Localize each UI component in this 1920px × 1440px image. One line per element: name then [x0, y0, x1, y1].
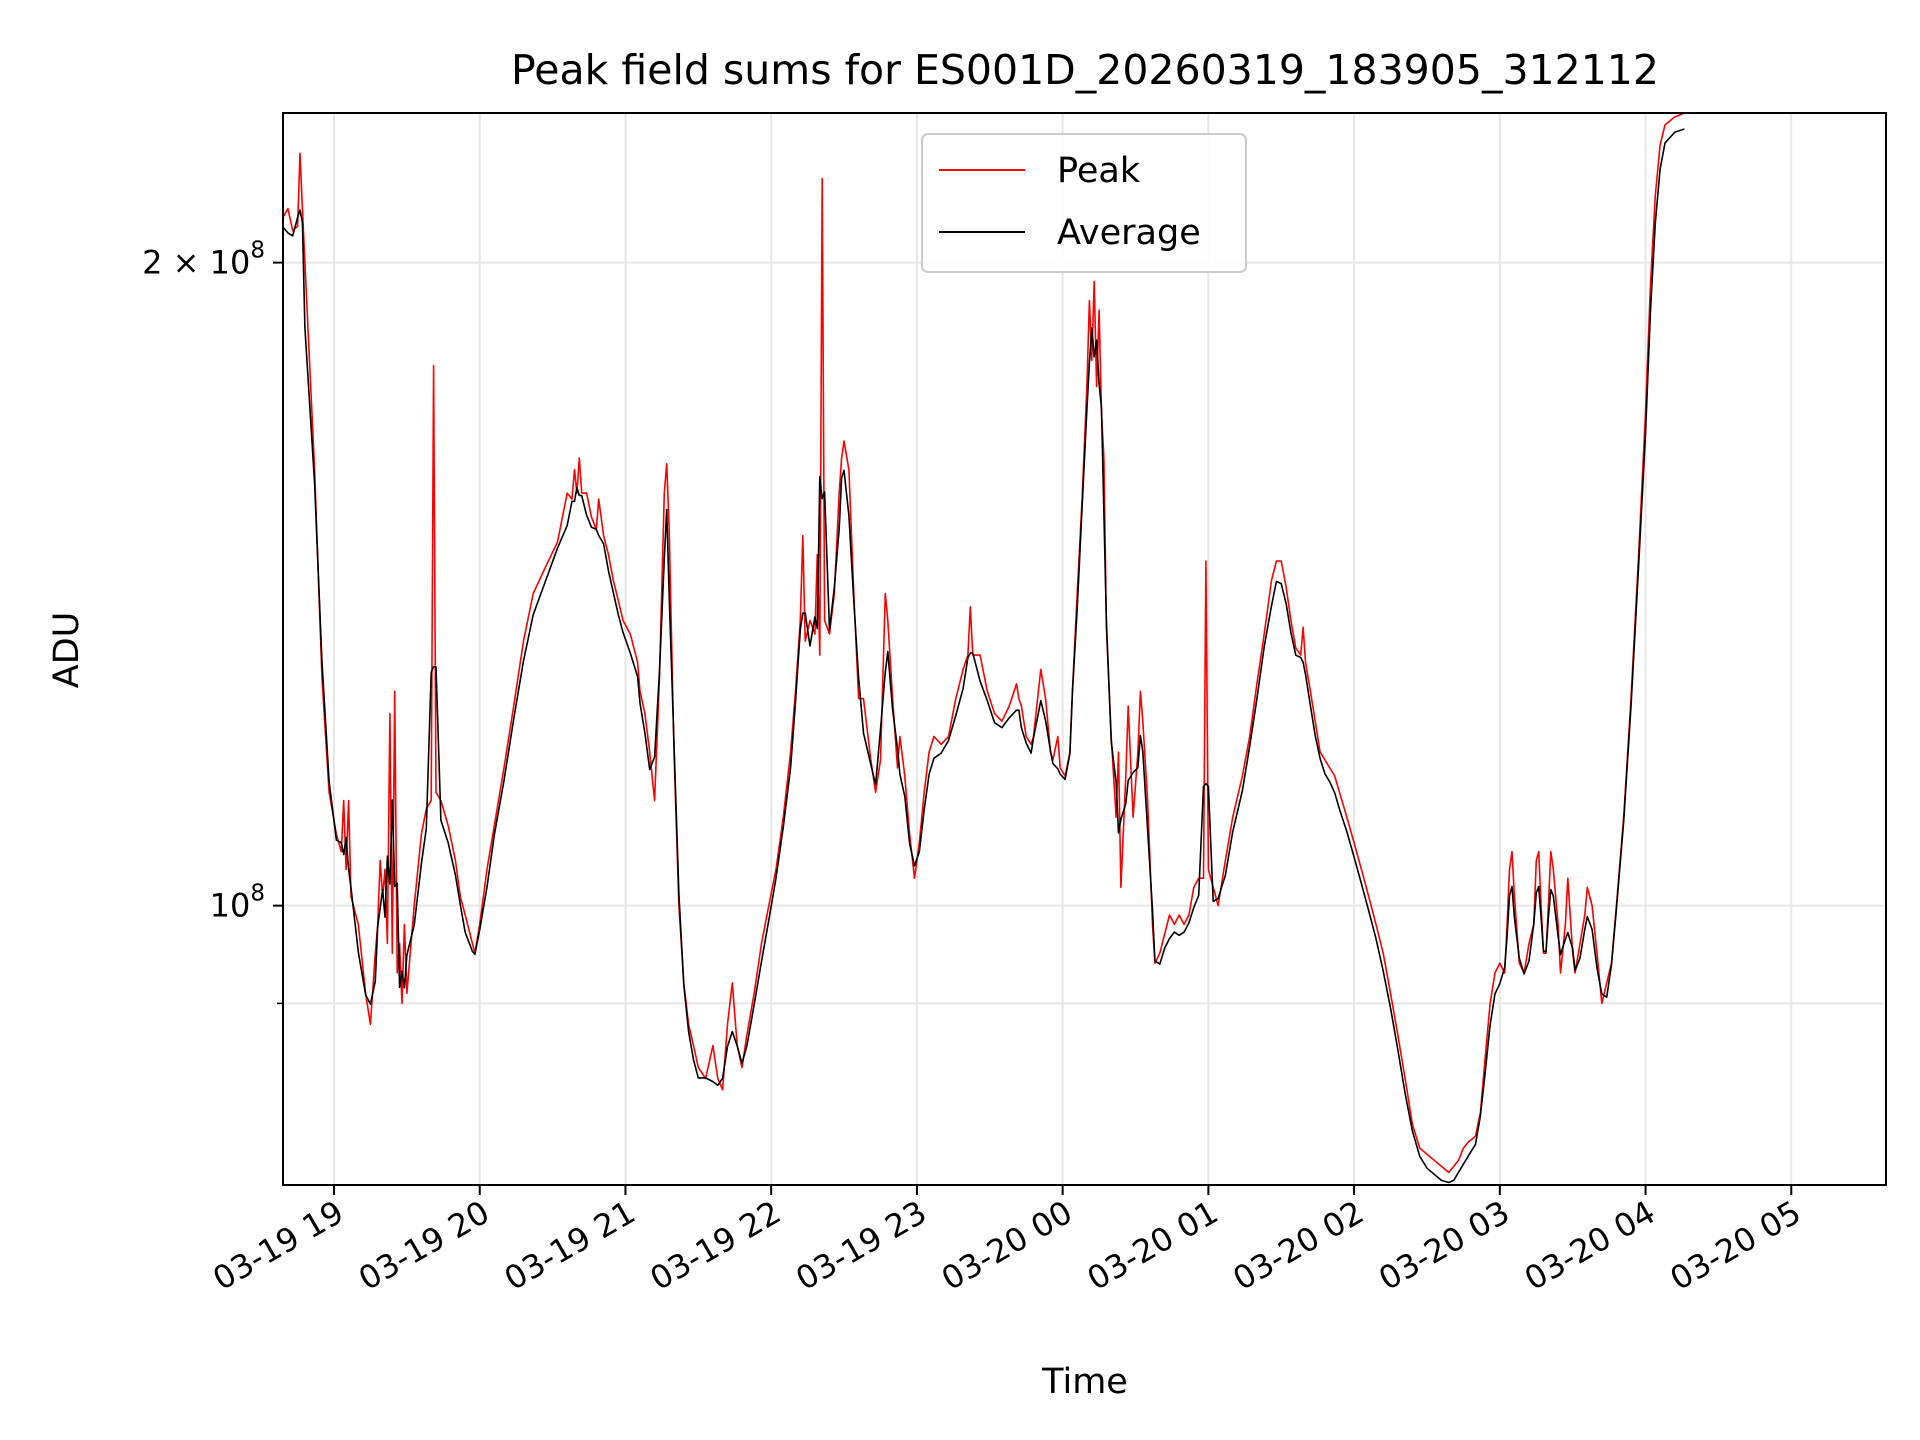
- y-tick-label: 108: [210, 881, 265, 925]
- chart-title: Peak field sums for ES001D_20260319_1839…: [511, 46, 1659, 94]
- series-line-peak: [282, 112, 1685, 1174]
- legend-label-peak: Peak: [1057, 151, 1141, 191]
- legend: Peak Average: [921, 133, 1247, 273]
- grid-layer: [283, 113, 1886, 1185]
- plot-frame: [282, 112, 1887, 1186]
- y-axis-label: ADU: [47, 612, 87, 689]
- legend-label-average: Average: [1057, 213, 1201, 253]
- legend-box: [921, 133, 1247, 273]
- series-line-average: [282, 128, 1685, 1184]
- series-layer: [282, 112, 1685, 1184]
- y-tick-label: 2 × 108: [142, 238, 265, 282]
- x-axis-label: Time: [1041, 1362, 1128, 1402]
